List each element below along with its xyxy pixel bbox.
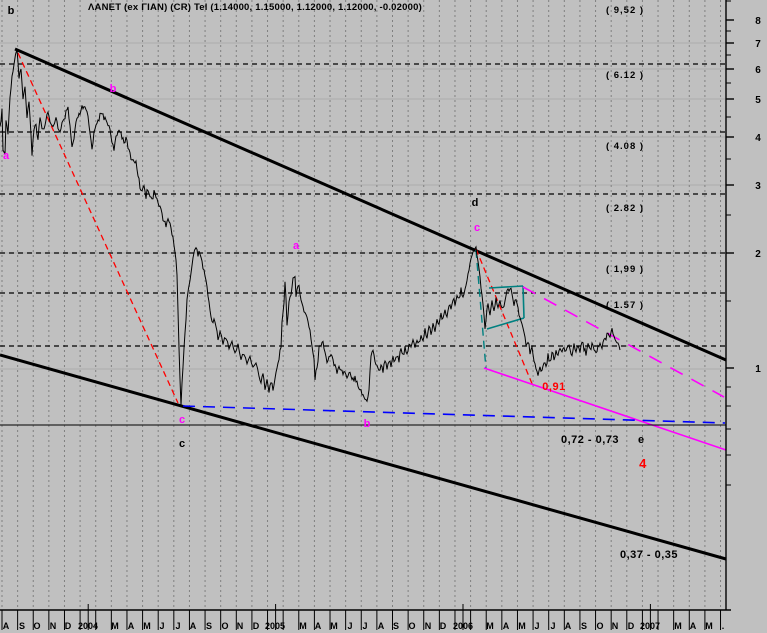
wave-label-d: d (472, 197, 479, 209)
x-axis-month-label: D (253, 621, 260, 631)
y-axis-price-label: 8 (755, 16, 761, 27)
fib-level-lines (0, 63, 726, 347)
y-axis-price-label: 2 (755, 249, 761, 260)
x-axis-month-label: O (33, 621, 40, 631)
x-axis-ticks (1, 604, 722, 630)
x-axis-month-label: N (237, 621, 244, 631)
fib-level-label: ( 4.08 ) (606, 141, 644, 152)
fib-level-label: ( 1.57 ) (606, 300, 644, 311)
x-axis-month-label: A (503, 621, 510, 631)
x-axis-month-label: J (159, 621, 164, 631)
x-axis-month-label: M (518, 621, 526, 631)
y-axis-price-label: 3 (755, 181, 761, 192)
x-axis-month-label: M (486, 621, 494, 631)
x-axis-month-label: . (722, 621, 725, 631)
red-decline-line-1 (17, 52, 179, 404)
fib-level-label: ( 9,52 ) (606, 5, 644, 16)
x-axis-month-label: O (408, 621, 415, 631)
x-axis-month-label: A (190, 621, 197, 631)
y-axis-price-label: 7 (755, 39, 761, 50)
magenta-projection-solid (483, 367, 727, 451)
x-axis-month-label: D (440, 621, 447, 631)
x-axis-month-label: M (674, 621, 682, 631)
y-axis-ticks (726, 0, 734, 486)
x-axis-month-label: J (550, 621, 555, 631)
price-target-labels: 0,91 0,72 - 0,73 0,37 - 0,35 4 (542, 381, 678, 561)
blue-support-dashed (182, 405, 726, 424)
x-axis-month-label: M (299, 621, 307, 631)
x-axis-month-label: N (50, 621, 57, 631)
y-axis-labels: 8 7 6 5 4 3 2 1 (755, 16, 761, 375)
y-axis-price-label: 4 (755, 133, 761, 144)
x-axis-month-label: A (378, 621, 385, 631)
teal-flag-top (488, 285, 524, 289)
axes (0, 0, 731, 611)
price-target-label: 0,37 - 0,35 (620, 549, 678, 561)
price-target-label: 4 (639, 456, 647, 471)
y-axis-price-label: 6 (755, 65, 761, 76)
lower-channel-line (0, 353, 727, 561)
x-axis-month-label: M (143, 621, 151, 631)
wave-label-c: c (179, 438, 185, 450)
x-axis-month-label: O (596, 621, 603, 631)
x-axis-month-label: S (19, 621, 25, 631)
price-target-label: 0,72 - 0,73 (561, 434, 619, 446)
vertical-gridlines (1, 0, 722, 610)
x-axis-month-label: A (128, 621, 135, 631)
x-axis-month-label: D (628, 621, 635, 631)
teal-flag-bottom (486, 317, 525, 330)
x-axis-month-label: M (330, 621, 338, 631)
wave-label-e: e (638, 434, 644, 446)
x-axis-month-label: J (347, 621, 352, 631)
wave-label-a: a (293, 240, 300, 252)
x-axis-month-label: S (206, 621, 212, 631)
x-axis-month-label: J (175, 621, 180, 631)
price-series (0, 49, 621, 406)
x-axis-month-label: O (221, 621, 228, 631)
x-axis-month-label: D (65, 621, 72, 631)
x-axis-month-label: S (393, 621, 399, 631)
x-axis-month-label: J (534, 621, 539, 631)
teal-drop-line (475, 249, 487, 370)
fib-level-label: ( 6.12 ) (606, 70, 644, 81)
x-axis-year-label: 2007 (640, 621, 660, 631)
x-axis-labels: A S O N D 2004 M A M J J A S O N D 2005 M A M J J A S O N D 2006 M A M… (3, 621, 725, 631)
x-axis-month-label: M (705, 621, 713, 631)
red-decline-line-2 (475, 248, 534, 387)
fib-level-label: ( 2.82 ) (606, 203, 644, 214)
wave-label-c: c (474, 222, 480, 234)
price-target-label: 0,91 (542, 381, 565, 393)
x-axis-year-label: 2006 (453, 621, 473, 631)
x-axis-month-label: A (690, 621, 697, 631)
x-axis-month-label: N (612, 621, 619, 631)
x-axis-month-label: S (581, 621, 587, 631)
fib-level-label: ( 1,99 ) (606, 264, 644, 275)
teal-flag-right (522, 285, 525, 319)
upper-channel-line (14, 47, 727, 362)
x-axis-month-label: A (315, 621, 322, 631)
wave-label-b: b (8, 5, 15, 17)
x-axis-month-label: A (565, 621, 572, 631)
wave-label-b: b (110, 83, 117, 95)
chart-title: ΛΑΝΕΤ (ex ΓΙΑΝ) (CR) Tel (1.14000, 1.150… (88, 2, 422, 13)
x-axis-month-label: N (425, 621, 432, 631)
y-axis-price-label: 5 (755, 95, 761, 106)
x-axis-month-label: J (362, 621, 367, 631)
wave-label-a: a (3, 150, 10, 162)
x-axis-year-label: 2005 (265, 621, 285, 631)
fib-level-labels: ( 9,52 ) ( 6.12 ) ( 4.08 ) ( 2.82 ) ( 1,99 )… (606, 5, 644, 311)
x-axis-month-label: A (3, 621, 10, 631)
x-axis-year-label: 2004 (78, 621, 98, 631)
y-axis-price-label: 1 (755, 364, 761, 375)
wave-label-b: b (364, 418, 371, 430)
wave-label-c: c (179, 414, 185, 426)
x-axis-month-label: M (111, 621, 119, 631)
